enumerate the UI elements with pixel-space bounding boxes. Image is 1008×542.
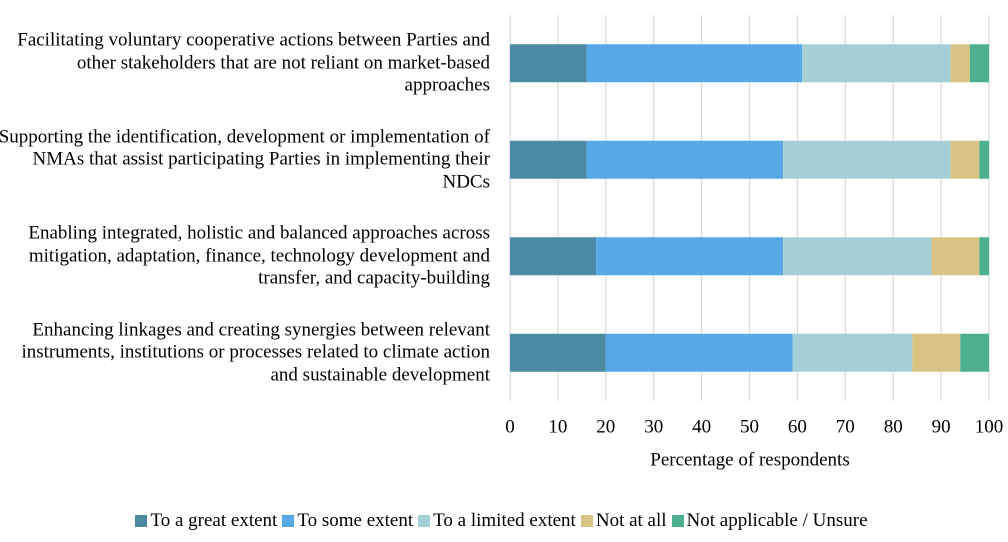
legend-label: Not applicable / Unsure [686, 510, 868, 531]
bar-segment [510, 140, 587, 179]
legend-swatch [135, 515, 148, 527]
bar-segment [979, 140, 989, 179]
x-tick-label: 90 [932, 416, 951, 437]
legend-swatch [671, 515, 684, 527]
legend-label: To some extent [297, 510, 414, 531]
bar-segment [783, 237, 932, 276]
bar-segment [979, 237, 989, 276]
bar-segment [510, 237, 597, 276]
bar-segment [605, 333, 793, 372]
x-tick-label: 10 [548, 416, 567, 437]
x-tick-label: 100 [975, 416, 1004, 437]
x-tick-label: 40 [692, 416, 711, 437]
bar-segment [510, 44, 587, 83]
bar-segment [792, 333, 913, 372]
legend-label: To a limited extent [433, 510, 576, 531]
legend-swatch [282, 515, 295, 527]
bar-segment [783, 140, 951, 179]
x-tick-label: 50 [740, 416, 759, 437]
bar-segment [802, 44, 951, 83]
bar-segment [586, 44, 803, 83]
bar-segment [950, 44, 970, 83]
bar-segment [960, 333, 989, 372]
category-label: Enhancing linkages and creating synergie… [21, 319, 490, 385]
x-tick-label: 60 [788, 416, 807, 437]
bar-segment [510, 333, 606, 372]
legend-item: To some extent [282, 510, 413, 532]
category-label: Facilitating voluntary cooperative actio… [17, 29, 490, 96]
bar-segment [912, 333, 961, 372]
legend-item: To a great extent [135, 510, 277, 532]
legend-swatch [418, 515, 431, 527]
x-tick-label: 30 [644, 416, 663, 437]
bar-segment [931, 237, 980, 276]
legend-item: Not applicable / Unsure [671, 510, 868, 532]
x-tick-label: 70 [836, 416, 855, 437]
x-tick-label: 80 [884, 416, 903, 437]
legend-item: Not at all [580, 510, 667, 532]
x-tick-label: 0 [505, 416, 515, 437]
bar-segment [596, 237, 784, 276]
category-label: Enabling integrated, holistic and balanc… [28, 222, 490, 289]
bar-segment [950, 140, 980, 179]
x-axis-title: Percentage of respondents [650, 449, 849, 470]
legend: To a great extent To some extent To a limi… [0, 510, 1008, 532]
category-label: Supporting the identification, developme… [0, 126, 490, 192]
legend-item: To a limited extent [418, 510, 576, 532]
x-tick-label: 20 [596, 416, 615, 437]
bar-segment [586, 140, 784, 179]
legend-label: To a great extent [150, 510, 278, 531]
legend-label: Not at all [595, 510, 667, 531]
legend-swatch [580, 515, 593, 527]
bar-segment [969, 44, 989, 83]
